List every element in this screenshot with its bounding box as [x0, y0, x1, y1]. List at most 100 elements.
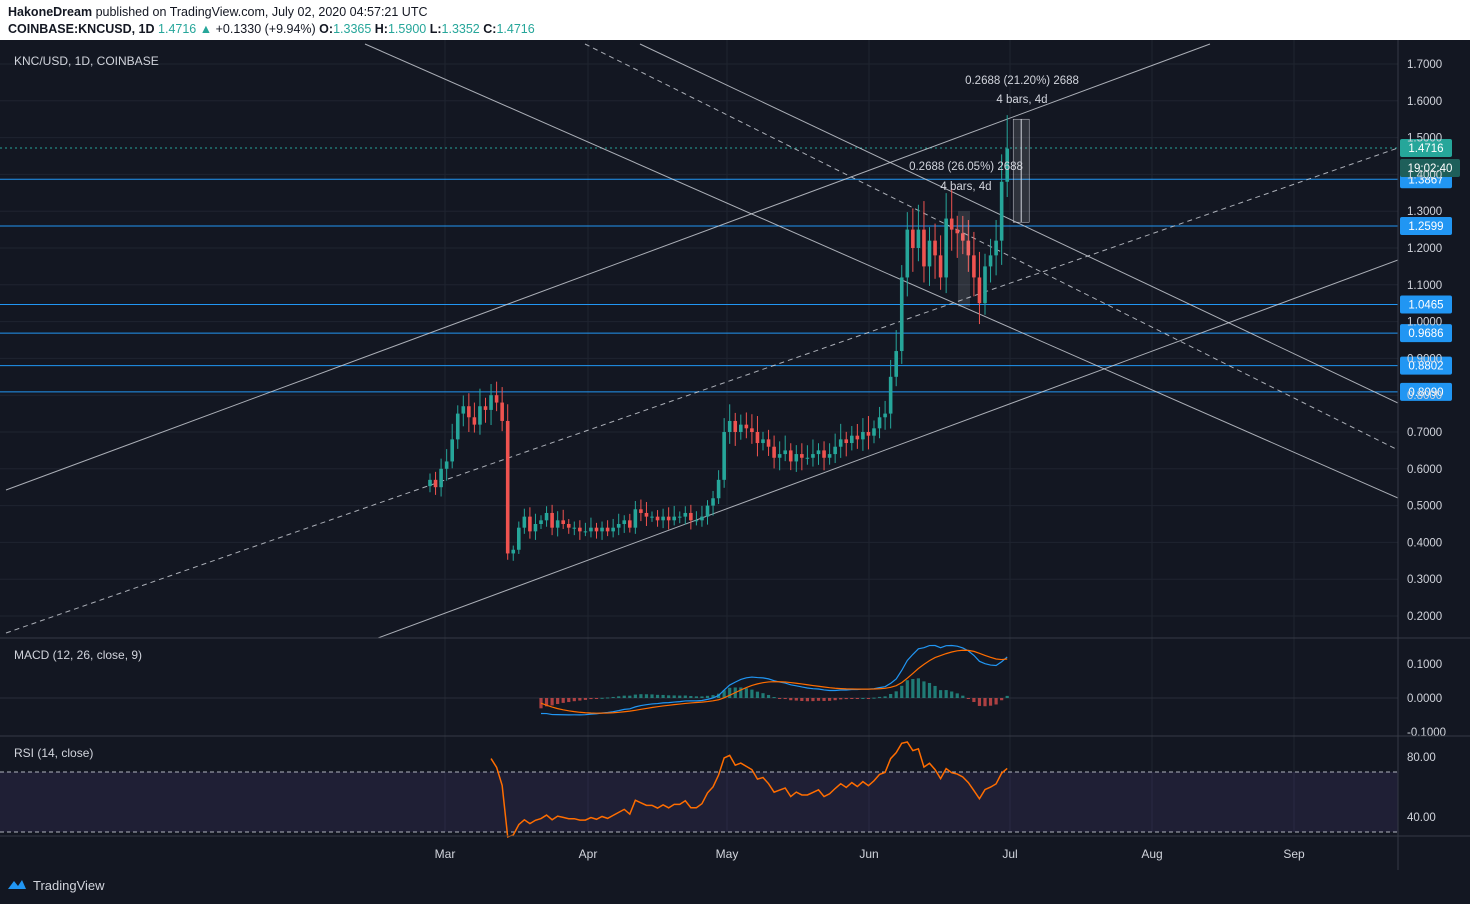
candle-body [999, 181, 1004, 241]
candle-body [705, 505, 710, 517]
descending-channel-upper [364, 43, 1399, 499]
macd-histogram-bar [572, 698, 576, 702]
candle-body [672, 516, 676, 521]
macd-histogram-bar [950, 691, 954, 698]
macd-histogram-bar [794, 698, 798, 701]
author-name[interactable]: HakoneDream [8, 5, 93, 19]
candle-body [439, 468, 443, 488]
candle-body [589, 527, 593, 532]
macd-histogram-bar [544, 698, 549, 707]
low-value: 1.3352 [441, 22, 480, 36]
price-tick-label: 0.9000 [1407, 353, 1442, 365]
candle-body [505, 420, 510, 554]
time-tick-label: Apr [579, 847, 598, 861]
rsi-tick-label: 40.00 [1407, 812, 1436, 824]
candle-body [777, 454, 782, 458]
macd-histogram-bar [683, 695, 687, 698]
candle-body [622, 520, 627, 524]
macd-tick-label: 0.1000 [1407, 659, 1442, 671]
rsi-pane-label: RSI (14, close) [14, 746, 94, 760]
macd-histogram-bar [644, 694, 649, 698]
measure-box [958, 211, 970, 307]
macd-histogram-bar [844, 698, 848, 700]
price-tick-label: 0.2000 [1407, 611, 1442, 623]
macd-histogram-bar [633, 694, 637, 698]
candle-body [805, 457, 810, 459]
candle-body [683, 512, 688, 517]
candle-body [550, 512, 554, 528]
candle-body [428, 479, 432, 487]
rsi-band [0, 772, 1398, 832]
macd-histogram-bar [922, 681, 926, 698]
candle-body [444, 461, 449, 469]
macd-histogram-bar [594, 698, 599, 699]
axes: 1.7000 1.6000 1.5000 1.4000 1.3000 1.2000 1.10… [0, 40, 1470, 870]
price-level-tag [1400, 356, 1452, 375]
macd-tick-label: -0.1000 [1407, 727, 1446, 739]
macd-histogram-bar [939, 690, 943, 698]
horizontal-levels: 1.3867 1.2599 1.0465 0.9686 0.8802 0.8090 1.47… [0, 139, 1460, 401]
candle-body [944, 218, 948, 278]
time-tick-label: May [716, 847, 739, 861]
candle-body [455, 413, 460, 440]
macd-histogram-bar [611, 696, 615, 698]
rsi-line [490, 741, 1008, 838]
main-pane-label: KNC/USD, 1D, COINBASE [14, 54, 159, 68]
macd-histogram-bar [916, 678, 920, 698]
candle-body [561, 520, 565, 524]
candle-body [977, 277, 982, 304]
macd-histogram-bar [994, 698, 998, 705]
macd-histogram-bar [589, 698, 593, 700]
candle-body [988, 255, 993, 267]
candle-body [633, 509, 638, 528]
macd-histogram-bar [711, 695, 715, 698]
macd-histogram-bar [678, 695, 682, 698]
candle-body [800, 454, 804, 458]
candle-body [994, 240, 998, 256]
last-price-label: 1.4716 [1408, 143, 1443, 155]
macd-histogram-bar [839, 698, 843, 700]
macd-histogram-bar [694, 696, 698, 698]
brand-text: TradingView [33, 877, 105, 893]
footer: TradingView [0, 870, 1470, 904]
macd-histogram-bar [766, 694, 771, 698]
price-tick-label: 0.6000 [1407, 464, 1442, 476]
candle-body [522, 516, 527, 528]
macd-histogram-bar [655, 694, 660, 698]
low-label: L: [429, 22, 442, 36]
macd-histogram-bar [800, 698, 804, 701]
chart-canvas[interactable]: 1.3867 1.2599 1.0465 0.9686 0.8802 0.8090 1.47… [0, 40, 1470, 870]
macd-histogram-bar [905, 680, 909, 698]
chart-area[interactable]: 1.3867 1.2599 1.0465 0.9686 0.8802 0.8090 1.47… [0, 40, 1470, 870]
candle-body [722, 432, 726, 480]
candle-body [750, 428, 754, 432]
candle-body [433, 479, 438, 488]
macd-histogram-bar [728, 687, 732, 698]
candle-body [783, 450, 787, 455]
candle-body [578, 527, 582, 532]
macd-histogram-bar [972, 698, 976, 703]
price-tick-label: 0.5000 [1407, 501, 1442, 513]
publish-info: HakoneDream published on TradingView.com… [8, 5, 427, 19]
tradingview-brand[interactable]: TradingView [6, 877, 105, 893]
macd-histogram-bar [672, 695, 676, 698]
candle-body [933, 240, 937, 256]
macd-histogram-bar [955, 693, 959, 698]
macd-histogram-bar [889, 694, 893, 698]
macd-histogram-bar [783, 698, 787, 700]
candle-body [700, 516, 704, 521]
candle-body [655, 516, 660, 521]
candle-body [533, 524, 538, 532]
candle-body [555, 520, 560, 528]
price-tick-label: 1.3000 [1407, 206, 1442, 218]
time-tick-label: Jun [859, 847, 878, 861]
macd-histogram-bar [667, 695, 671, 698]
macd-histogram-bar [628, 695, 632, 698]
candle-body [628, 520, 632, 528]
time-tick-label: Aug [1141, 847, 1162, 861]
macd-histogram-bar [606, 697, 610, 699]
macd-histogram-bar [556, 698, 560, 704]
candle-body [872, 428, 876, 436]
price-tick-label: 0.8000 [1407, 390, 1442, 402]
candle-body [894, 351, 898, 377]
